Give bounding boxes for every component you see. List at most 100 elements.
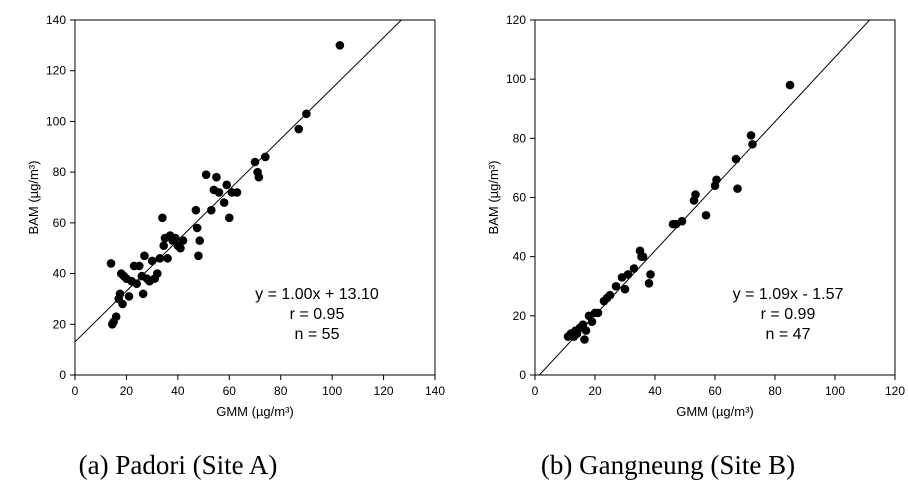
data-point — [195, 236, 205, 245]
y-tick-label: 100 — [46, 114, 66, 128]
data-point — [733, 184, 742, 193]
data-point — [638, 252, 648, 261]
x-tick-label: 20 — [120, 384, 134, 398]
data-point — [212, 172, 221, 182]
y-tick-label: 40 — [513, 250, 527, 264]
data-point — [294, 124, 304, 134]
data-point — [176, 243, 185, 253]
data-point — [224, 213, 234, 223]
data-point — [118, 299, 127, 309]
x-tick-label: 0 — [72, 384, 79, 398]
data-point — [629, 264, 639, 273]
y-tick-label: 0 — [59, 368, 66, 382]
y-tick-label: 80 — [53, 165, 67, 179]
stat-line: y = 1.09x - 1.57 — [733, 286, 844, 303]
data-point — [170, 233, 180, 243]
x-tick-label: 120 — [885, 384, 905, 398]
data-point — [623, 270, 633, 279]
data-point — [155, 254, 165, 263]
data-point — [138, 289, 148, 299]
data-point — [192, 223, 202, 233]
data-point — [611, 281, 621, 291]
x-tick-label: 100 — [825, 384, 845, 398]
data-point — [134, 261, 144, 271]
data-point — [620, 284, 630, 294]
y-tick-label: 100 — [506, 72, 526, 86]
y-tick-label: 60 — [53, 216, 67, 230]
y-tick-label: 120 — [46, 64, 66, 78]
x-tick-label: 60 — [708, 384, 722, 398]
chart-caption: (a) Padori (Site A) — [79, 450, 278, 480]
data-point — [206, 205, 216, 215]
data-point — [646, 270, 655, 279]
chart-gangneung: 0 20 40 60 80 100 120 0 20 40 60 80 100 120 y = 1.09x … — [486, 13, 905, 480]
data-point — [163, 254, 172, 263]
x-tick-label: 60 — [223, 384, 237, 398]
data-point — [335, 41, 345, 50]
data-point — [785, 80, 795, 90]
data-point — [748, 139, 757, 149]
data-point — [593, 308, 603, 318]
y-tick-label: 0 — [519, 368, 526, 382]
y-tick-label: 60 — [513, 191, 527, 205]
data-point — [158, 213, 167, 223]
x-tick-label: 120 — [374, 384, 394, 398]
chart-padori: 0 20 40 60 80 100 120 140 0 20 40 60 80 100 120 140 y = … — [26, 13, 445, 480]
x-tick-label: 20 — [588, 384, 602, 398]
data-point — [115, 289, 125, 299]
data-point — [746, 131, 756, 140]
stat-line: n = 55 — [295, 326, 340, 343]
stat-line: y = 1.00x + 13.10 — [255, 286, 379, 303]
data-point — [644, 278, 654, 288]
x-tick-label: 0 — [532, 384, 539, 398]
data-point — [124, 292, 134, 301]
y-tick-label: 40 — [53, 267, 67, 281]
stat-line: n = 47 — [766, 326, 811, 343]
y-tick-label: 20 — [53, 317, 67, 331]
y-tick-label: 80 — [513, 131, 527, 145]
data-point — [701, 210, 711, 220]
data-point — [219, 198, 229, 207]
data-point — [191, 205, 201, 215]
x-tick-label: 100 — [322, 384, 342, 398]
stat-line: r = 0.95 — [290, 306, 345, 323]
data-point — [605, 290, 615, 300]
plot-frame — [74, 19, 436, 376]
data-point — [106, 259, 116, 268]
x-axis-label: GMM (µg/m³) — [676, 404, 754, 419]
data-point — [201, 170, 211, 179]
data-point — [731, 154, 741, 164]
data-point — [260, 152, 270, 162]
x-tick-label: 80 — [274, 384, 288, 398]
y-tick-label: 20 — [513, 309, 527, 323]
data-point — [140, 251, 149, 261]
y-tick-label: 140 — [46, 13, 66, 27]
chart-caption: (b) Gangneung (Site B) — [541, 450, 795, 480]
data-point — [159, 241, 169, 250]
data-point — [147, 256, 157, 266]
data-point — [232, 188, 242, 197]
data-point — [214, 188, 224, 197]
data-point — [254, 172, 264, 182]
x-tick-label: 140 — [425, 384, 445, 398]
data-point — [194, 251, 203, 261]
data-point — [712, 175, 721, 185]
data-point — [580, 335, 589, 344]
y-tick-label: 120 — [506, 13, 526, 27]
x-tick-label: 40 — [648, 384, 662, 398]
x-axis-label: GMM (µg/m³) — [216, 404, 294, 419]
data-point — [677, 216, 687, 226]
y-axis-label: BAM (µg/m³) — [26, 161, 41, 235]
data-point — [152, 269, 162, 278]
x-tick-label: 80 — [768, 384, 782, 398]
data-point — [178, 236, 188, 245]
data-point — [302, 109, 311, 119]
y-axis-label: BAM (µg/m³) — [486, 161, 501, 235]
data-point — [250, 157, 260, 167]
data-point — [691, 190, 700, 199]
stat-line: r = 0.99 — [761, 306, 816, 323]
x-tick-label: 40 — [171, 384, 185, 398]
data-point — [132, 279, 142, 289]
data-point — [581, 326, 591, 335]
